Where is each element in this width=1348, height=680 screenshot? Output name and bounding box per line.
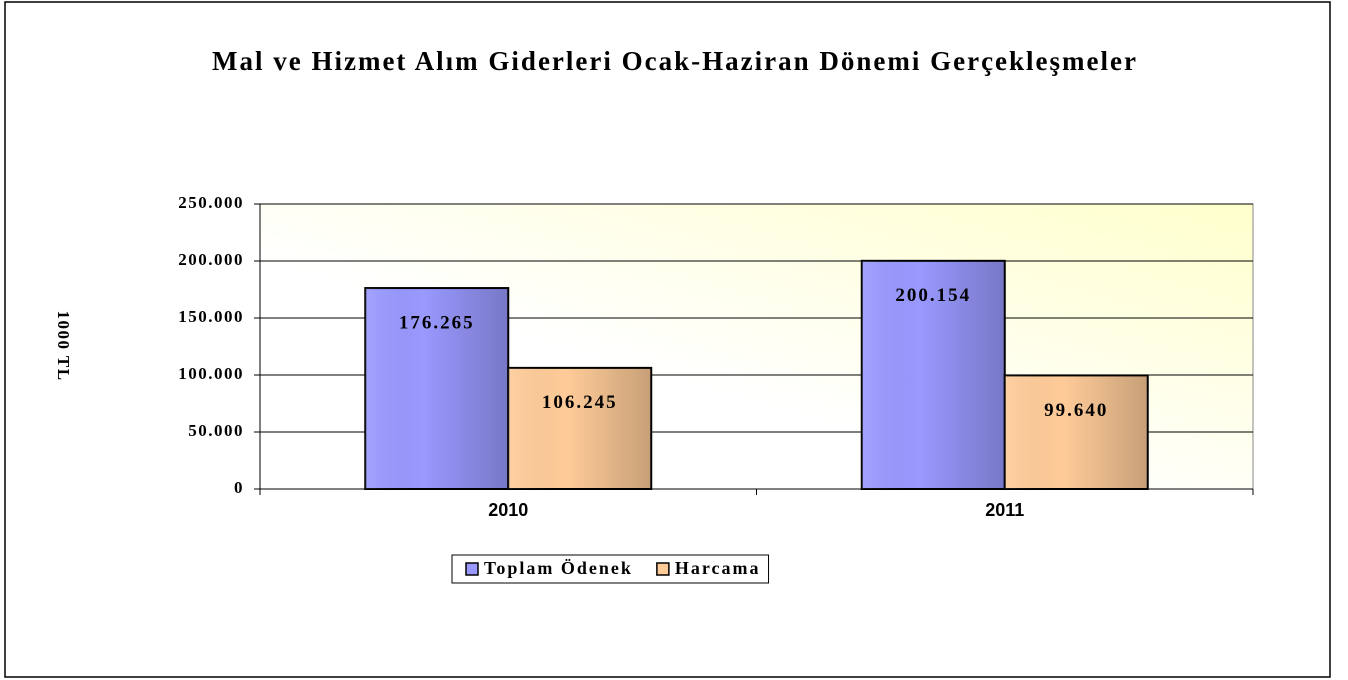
frame bbox=[4, 1, 1331, 678]
value-label: 99.640 bbox=[1044, 400, 1108, 421]
y-tick-label: 0 bbox=[234, 478, 244, 497]
legend-swatch bbox=[465, 562, 479, 576]
bar bbox=[507, 366, 653, 491]
y-tick-label: 100.000 bbox=[178, 364, 244, 383]
value-label: 176.265 bbox=[399, 312, 475, 333]
chart-title: Mal ve Hizmet Alım Giderleri Ocak-Hazira… bbox=[212, 46, 1138, 76]
value-label: 200.154 bbox=[895, 285, 971, 306]
x-tick-label: 2010 bbox=[488, 500, 528, 520]
y-tick-label: 150.000 bbox=[178, 307, 244, 326]
y-tick-label: 200.000 bbox=[178, 250, 244, 269]
value-label: 106.245 bbox=[542, 392, 618, 413]
legend-label: Harcama bbox=[675, 558, 761, 578]
x-tick-label: 2011 bbox=[985, 500, 1024, 520]
y-tick-label: 50.000 bbox=[188, 421, 244, 440]
legend-label: Toplam Ödenek bbox=[484, 558, 633, 578]
legend-swatch bbox=[656, 562, 670, 576]
y-tick-label: 250.000 bbox=[178, 193, 244, 212]
legend-box bbox=[451, 554, 770, 584]
y-axis-label: 1000 TL bbox=[54, 310, 73, 381]
bar bbox=[1003, 374, 1149, 490]
